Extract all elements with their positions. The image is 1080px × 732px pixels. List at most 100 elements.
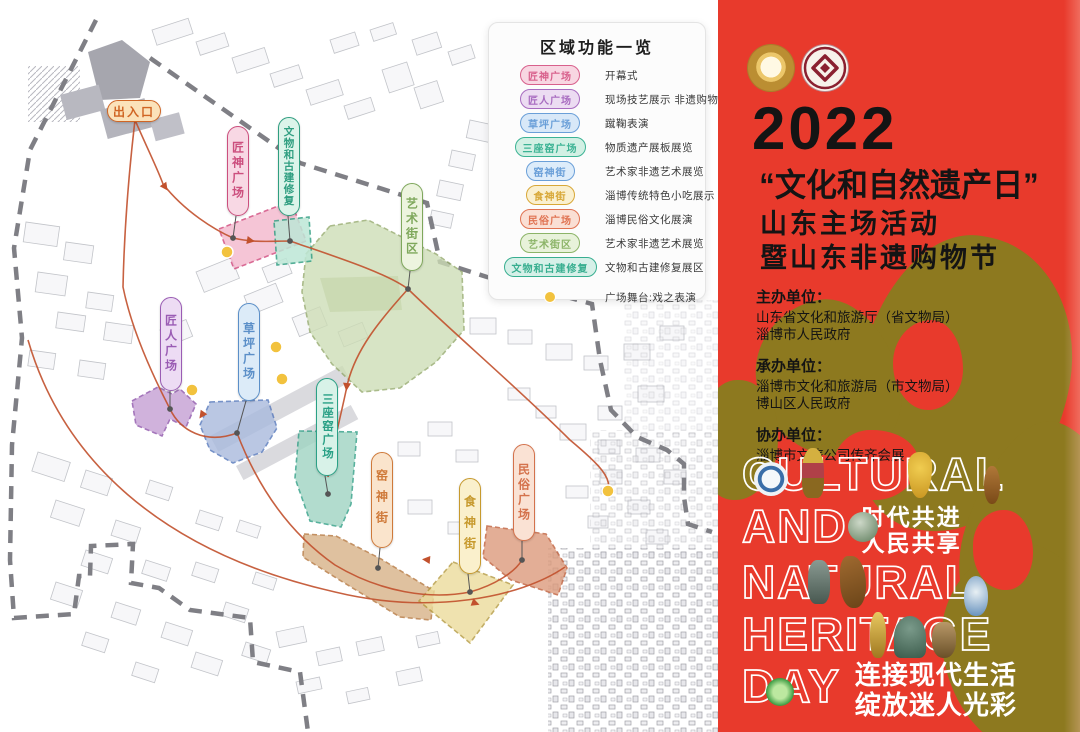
heritage-day-gold-emblem-icon	[748, 45, 794, 91]
zone-art-district	[301, 219, 465, 393]
map-label-entrance: 出入口	[107, 100, 161, 122]
map-label-jiangshen-square: 匠神广场	[227, 126, 249, 216]
map-label-art-district: 艺术街区	[401, 183, 423, 271]
map-label-shishen-street: 食神街	[459, 478, 481, 574]
organizer-line: 淄博市文旅公司传齐会展	[756, 448, 905, 463]
ich-emblem-drawing	[803, 46, 847, 90]
organizer-line: 山东省文化和旅游厅（省文物局）	[756, 310, 959, 325]
artifact-ceramic-ball	[848, 512, 878, 542]
map-label-lawn-square: 草坪广场	[238, 303, 260, 401]
legend-row: 民俗广场 淄博民俗文化展演	[499, 209, 695, 229]
map-label-jiangren-square: 匠人广场	[160, 297, 182, 391]
organizer-line: 淄博市文化和旅游局（市文物局）	[756, 379, 959, 394]
legend-zone-desc: 开幕式	[605, 69, 638, 82]
organizer-group-host: 主办单位： 山东省文化和旅游厅（省文物局） 淄博市人民政府	[756, 286, 959, 343]
organizer-group-coorganizer: 协办单位： 淄博市文旅公司传齐会展	[756, 424, 959, 464]
organizer-line: 淄博市人民政府	[756, 327, 851, 342]
legend-zone-desc: 蹴鞠表演	[605, 117, 649, 130]
legend-row: 匠人广场 现场技艺展示 非遗购物节	[499, 89, 718, 109]
legend-pill-wrap: 文物和古建修复	[499, 257, 601, 277]
slogan-modern-life: 连接现代生活 绽放迷人光彩	[855, 660, 1017, 720]
legend-zone-pill: 艺术街区	[520, 233, 580, 253]
dense-fabric	[548, 548, 718, 732]
route-arrows	[159, 181, 480, 606]
legend-zone-pill: 匠神广场	[520, 65, 580, 85]
artifact-bronze-stand	[894, 616, 926, 658]
artifact-snuff-bottle	[964, 576, 988, 616]
legend-pill-wrap: 草坪广场	[499, 113, 601, 133]
china-ich-red-emblem-icon	[802, 45, 848, 91]
legend-zone-desc: 文物和古建修复展区	[605, 261, 704, 274]
slogan-era-line1: 时代共进	[861, 504, 962, 530]
legend-pill-wrap: 艺术街区	[499, 233, 601, 253]
legend-card: 区域功能一览 匠神广场 开幕式 匠人广场 现场技艺展示 非遗购物节 草坪广场 蹴…	[488, 22, 718, 304]
legend-pill-wrap: 民俗广场	[499, 209, 601, 229]
dense-fabric-3	[624, 300, 718, 435]
legend-pill-wrap: 匠神广场	[499, 65, 601, 85]
legend-row: 艺术街区 艺术家非遗艺术展览	[499, 233, 704, 253]
stage-dot-icon	[545, 292, 555, 302]
legend-zone-desc: 现场技艺展示 非遗购物节	[605, 93, 718, 106]
site-boundary	[7, 18, 713, 732]
legend-zone-desc: 淄博民俗文化展演	[605, 213, 693, 226]
artifact-gold-flask	[870, 612, 886, 658]
legend-pill-wrap: 食神街	[499, 185, 601, 205]
legend-stage-row: 广场舞台:戏之表演	[499, 287, 697, 307]
slogan-era: 时代共进 人民共享	[862, 500, 962, 556]
artifact-jade-medallion	[766, 678, 794, 706]
slogan-era-line2: 人民共享	[861, 530, 962, 556]
legend-stage-desc: 广场舞台:戏之表演	[605, 291, 697, 304]
poster-right-edge-fold	[1064, 0, 1080, 732]
zone-shishen-street	[417, 561, 515, 645]
artifact-porcelain-plate	[754, 462, 788, 496]
legend-row: 窑神街 艺术家非遗艺术展览	[499, 161, 704, 181]
legend-zone-pill: 民俗广场	[520, 209, 580, 229]
english-title-row: DAY 连接现代生活 绽放迷人光彩	[741, 659, 1017, 720]
artifact-stone-seal	[808, 560, 830, 604]
artifact-opera-figurine	[802, 448, 824, 498]
zone-relic-restoration	[273, 216, 313, 266]
artifact-yellow-vase	[908, 452, 932, 498]
legend-zone-desc: 物质遗产展板展览	[605, 141, 693, 154]
legend-zone-pill: 匠人广场	[520, 89, 580, 109]
organizer-group-undertaker: 承办单位： 淄博市文化和旅游局（市文物局） 博山区人民政府	[756, 355, 959, 412]
legend-zone-desc: 艺术家非遗艺术展览	[605, 237, 704, 250]
artifact-root-carving	[840, 556, 866, 608]
legend-row: 食神街 淄博传统特色小吃展示 销售	[499, 185, 718, 205]
site-map-drawing	[7, 17, 718, 732]
organizer-block: 主办单位： 山东省文化和旅游厅（省文物局） 淄博市人民政府 承办单位： 淄博市文…	[756, 286, 959, 476]
legend-zone-pill: 食神街	[525, 185, 575, 205]
dark-buildings-cluster	[28, 40, 185, 142]
slogan-modern-line2: 绽放迷人光彩	[854, 690, 1017, 720]
poster-subtitle-1: 山东主场活动	[760, 209, 940, 239]
zone-yaoshen-street	[302, 533, 435, 621]
legend-zone-desc: 艺术家非遗艺术展览	[605, 165, 704, 178]
legend-zone-pill: 三座窑广场	[514, 137, 586, 157]
legend-row: 文物和古建修复 文物和古建修复展区	[499, 257, 704, 277]
texture-hole	[973, 510, 1033, 590]
organizer-label: 承办单位：	[756, 358, 832, 375]
english-title-line: AND	[741, 499, 848, 553]
map-label-yaoshen-street: 窑神街	[371, 452, 393, 548]
organizer-label: 协办单位：	[756, 427, 832, 444]
legend-zone-desc: 淄博传统特色小吃展示 销售	[605, 189, 718, 202]
poster-main-title: “文化和自然遗产日”	[759, 167, 1039, 203]
texture-hole	[893, 320, 963, 410]
artifact-bronze-bell	[932, 622, 956, 658]
map-label-folk-square: 民俗广场	[513, 444, 535, 541]
legend-pill-wrap	[499, 292, 601, 302]
legend-row: 草坪广场 蹴鞠表演	[499, 113, 695, 133]
legend-pill-wrap: 匠人广场	[499, 89, 601, 109]
legend-row: 三座窑广场 物质遗产展板展览	[499, 137, 695, 157]
map-label-relic-restoration: 文物和古建修复	[278, 117, 300, 216]
organizer-line: 博山区人民政府	[756, 396, 851, 411]
label-connectors	[167, 215, 525, 595]
english-title-row: AND 时代共进 人民共享	[741, 499, 1017, 556]
legend-zone-pill: 文物和古建修复	[503, 257, 597, 277]
poster-subtitle-2: 暨山东非遗购物节	[760, 243, 1000, 273]
legend-title: 区域功能一览	[539, 40, 654, 57]
legend-pill-wrap: 三座窑广场	[499, 137, 601, 157]
stage-point-markers	[185, 245, 615, 498]
legend-zone-pill: 草坪广场	[520, 113, 580, 133]
